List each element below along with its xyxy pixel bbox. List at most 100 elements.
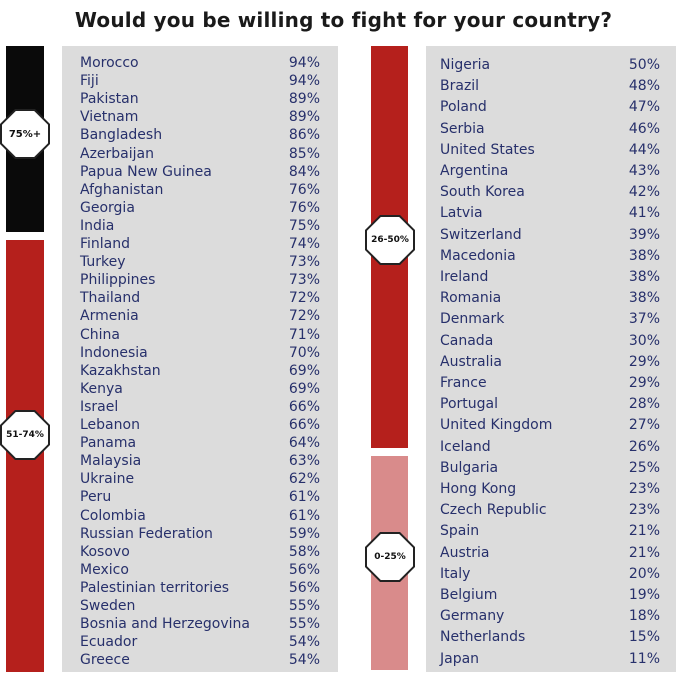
list-item: Sweden 55% (80, 597, 320, 615)
country-name: Switzerland (440, 226, 522, 243)
list-item: Israel 66% (80, 398, 320, 416)
list-item: Canada 30% (440, 332, 660, 350)
country-percent: 69% (288, 362, 320, 379)
country-percent: 73% (288, 272, 320, 289)
list-item: Morocco 94% (80, 54, 320, 72)
list-item: Georgia 76% (80, 199, 320, 217)
country-name: Azerbaijan (80, 145, 154, 162)
list-item: Kosovo 58% (80, 543, 320, 561)
country-name: Israel (80, 398, 119, 415)
list-item: Lebanon 66% (80, 416, 320, 434)
country-name: Iceland (440, 438, 491, 455)
country-name: Kenya (80, 380, 123, 397)
list-item: Netherlands 15% (440, 628, 660, 646)
country-percent: 29% (628, 375, 660, 391)
list-item: Azerbaijan 85% (80, 145, 320, 163)
country-percent: 38% (628, 247, 660, 264)
list-item: Germany 18% (440, 607, 660, 625)
list-item: Ireland 38% (440, 268, 660, 286)
country-name: South Korea (440, 184, 525, 201)
country-name: Australia (440, 353, 502, 370)
country-percent: 76% (288, 199, 320, 216)
country-name: Poland (440, 99, 487, 116)
country-percent: 23% (628, 481, 660, 497)
list-item: Malaysia 63% (80, 452, 320, 470)
country-name: Thailand (80, 290, 141, 307)
list-item: France 29% (440, 374, 660, 392)
country-percent: 66% (288, 417, 320, 433)
country-percent: 15% (628, 629, 660, 646)
list-item: Philippines 73% (80, 271, 320, 289)
country-percent: 62% (288, 471, 320, 488)
country-percent: 39% (628, 226, 660, 243)
country-percent: 58% (288, 543, 320, 560)
list-item: Turkey 73% (80, 253, 320, 271)
country-name: Ukraine (80, 471, 135, 488)
country-name: Panama (80, 435, 137, 452)
country-name: Pakistan (80, 91, 139, 108)
country-name: Kosovo (80, 543, 130, 560)
country-percent: 64% (288, 435, 320, 452)
country-percent: 25% (628, 459, 660, 476)
bracket-badge-26-50: 26-50% (365, 215, 415, 265)
country-percent: 75% (288, 217, 320, 234)
country-name: United States (440, 141, 535, 158)
country-name: Philippines (80, 272, 156, 289)
country-name: India (80, 217, 115, 234)
list-item: Papua New Guinea 84% (80, 163, 320, 181)
country-percent: 37% (628, 311, 660, 328)
list-item: Bulgaria 25% (440, 459, 660, 477)
country-name: Ecuador (80, 634, 138, 651)
country-percent: 94% (288, 73, 320, 90)
country-percent: 28% (628, 396, 660, 413)
list-item: Austria 21% (440, 544, 660, 562)
country-percent: 41% (628, 205, 660, 222)
country-percent: 23% (628, 502, 660, 519)
country-name: Czech Republic (440, 502, 547, 519)
country-percent: 56% (288, 561, 320, 578)
list-item: Armenia 72% (80, 307, 320, 325)
list-item: Romania 38% (440, 289, 660, 307)
list-item: Vietnam 89% (80, 108, 320, 126)
country-percent: 70% (288, 344, 320, 361)
country-percent: 47% (628, 99, 660, 116)
list-item: China 71% (80, 326, 320, 344)
list-item: United Kingdom 27% (440, 416, 660, 434)
country-percent: 56% (288, 579, 320, 596)
list-item: Japan 11% (440, 650, 660, 668)
country-name: Bulgaria (440, 459, 499, 476)
country-name: Vietnam (80, 109, 139, 126)
country-name: Macedonia (440, 247, 516, 264)
country-name: Malaysia (80, 453, 142, 470)
country-name: Hong Kong (440, 481, 517, 497)
list-item: Argentina 43% (440, 162, 660, 180)
country-name: Morocco (80, 55, 139, 71)
country-percent: 27% (628, 417, 660, 434)
country-name: Colombia (80, 507, 146, 524)
country-percent: 63% (288, 453, 320, 470)
country-name: Italy (440, 565, 471, 582)
country-percent: 26% (628, 438, 660, 455)
country-percent: 76% (288, 181, 320, 198)
country-percent: 43% (628, 163, 660, 179)
country-name: Bangladesh (80, 127, 163, 144)
country-percent: 42% (628, 184, 660, 201)
country-percent: 50% (628, 57, 660, 73)
country-name: Mexico (80, 561, 129, 578)
country-percent: 30% (628, 332, 660, 349)
country-name: Indonesia (80, 344, 148, 361)
country-percent: 89% (288, 109, 320, 126)
list-item: Palestinian territories 56% (80, 579, 320, 597)
list-item: Australia 29% (440, 353, 660, 371)
bracket-label-26-50: 26-50% (367, 217, 413, 263)
list-item: Ecuador 54% (80, 633, 320, 651)
bracket-badge-0-25: 0-25% (365, 532, 415, 582)
list-item: South Korea 42% (440, 183, 660, 201)
country-name: Spain (440, 523, 480, 540)
list-item: Nigeria 50% (440, 56, 660, 74)
list-item: Pakistan 89% (80, 90, 320, 108)
list-item: Macedonia 38% (440, 247, 660, 265)
country-name: Nigeria (440, 57, 491, 73)
country-percent: 84% (288, 163, 320, 180)
bracket-label-0-25: 0-25% (367, 534, 413, 580)
